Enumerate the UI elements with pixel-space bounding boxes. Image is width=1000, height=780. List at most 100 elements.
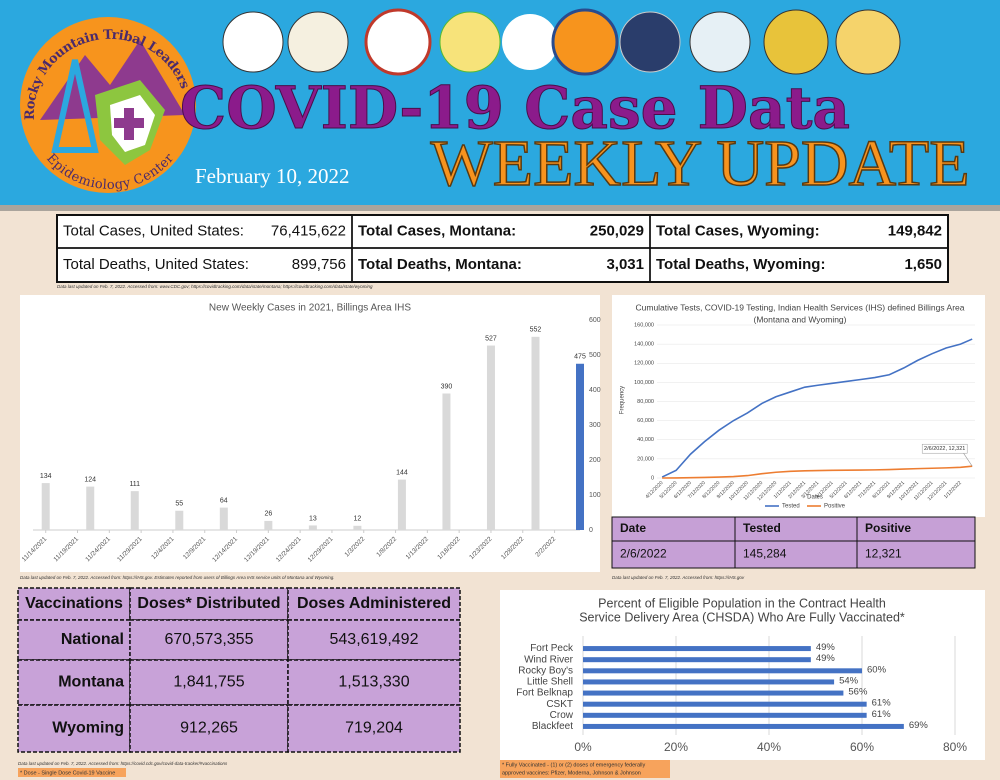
note: Data last updated on Feb. 7, 2022. Acces… xyxy=(18,761,228,766)
annotation-box xyxy=(921,443,968,454)
value-label: 61% xyxy=(872,709,892,720)
x-tick-label: 20% xyxy=(664,740,688,754)
table-cell xyxy=(129,704,289,753)
value-label: 12 xyxy=(353,516,361,523)
y-tick-label: 40,000 xyxy=(637,437,654,443)
table-cell xyxy=(649,247,949,283)
table-header: Positive xyxy=(865,521,911,535)
bar xyxy=(583,723,904,729)
footnote-highlight xyxy=(18,768,126,777)
title: COVID-19 Case Data xyxy=(180,74,850,142)
chart-title: Percent of Eligible Population in the Co… xyxy=(598,596,886,610)
seal xyxy=(364,8,432,76)
bar xyxy=(175,510,184,530)
bar xyxy=(41,483,50,530)
table-text: 670,573,355 xyxy=(165,631,254,648)
table-label: Total Cases, United States: xyxy=(63,222,244,239)
category-label: Rocky Boy's xyxy=(518,665,573,676)
value-label: 124 xyxy=(84,476,96,483)
table-header: Tested xyxy=(743,521,781,535)
note: Data last updated on Feb. 7, 2022. Acces… xyxy=(612,575,745,580)
table-text: 1,513,330 xyxy=(338,674,409,691)
value-label: 13 xyxy=(309,515,317,522)
category-label: CSKT xyxy=(546,699,573,710)
value-label: 144 xyxy=(396,469,408,476)
category-label: Little Shell xyxy=(527,677,573,688)
note: approved vaccines: Pfizer, Moderna, John… xyxy=(502,770,641,776)
table-text: 719,204 xyxy=(345,720,403,737)
y-tick-label: 100,000 xyxy=(634,380,654,386)
table-text: Montana xyxy=(58,674,124,691)
table-cell xyxy=(287,619,461,661)
y-tick-label: 100 xyxy=(589,492,601,499)
y-tick-label: 60,000 xyxy=(637,418,654,424)
value-label: 552 xyxy=(530,327,542,334)
date: February 10, 2022 xyxy=(195,164,350,188)
x-tick-label: 40% xyxy=(757,740,781,754)
y-tick-label: 0 xyxy=(651,475,654,481)
bar xyxy=(531,336,540,530)
annotation-leader xyxy=(961,451,973,467)
value-label: 390 xyxy=(441,383,453,390)
bar xyxy=(353,525,362,530)
bar xyxy=(583,657,811,663)
value-label: 49% xyxy=(816,653,836,664)
bar xyxy=(576,363,584,530)
chart-title: Service Delivery Area (CHSDA) Who Are Fu… xyxy=(579,610,905,624)
legend-label: Positive xyxy=(824,504,846,510)
seal xyxy=(287,11,349,73)
table-cell xyxy=(129,587,289,621)
chart-title: New Weekly Cases in 2021, Billings Area … xyxy=(209,303,411,314)
y-tick-label: 80,000 xyxy=(637,399,654,405)
x-tick-label: 60% xyxy=(850,740,874,754)
value-label: 26 xyxy=(264,511,272,518)
table-cell xyxy=(129,619,289,661)
bar xyxy=(308,525,317,530)
seal xyxy=(763,9,829,75)
category-label: Fort Peck xyxy=(530,643,574,654)
seal xyxy=(835,9,901,75)
table-cell xyxy=(611,540,736,569)
table-label: Total Cases, Wyoming: xyxy=(656,222,820,239)
y-tick-label: 400 xyxy=(589,387,601,394)
y-tick-label: 0 xyxy=(589,527,593,534)
y-tick-label: 20,000 xyxy=(637,456,654,462)
table-cell xyxy=(17,704,131,753)
logo-cross xyxy=(114,108,144,140)
y-tick-label: 200 xyxy=(589,457,601,464)
table-cell xyxy=(734,540,858,569)
value-label: 475 xyxy=(574,354,586,361)
table-cell xyxy=(287,587,461,621)
table-cell xyxy=(287,704,461,753)
table-value: 250,029 xyxy=(590,222,644,239)
table-label: Total Cases, Montana: xyxy=(358,222,516,239)
seal xyxy=(619,11,681,73)
bar xyxy=(442,393,451,530)
note: Data last updated on Feb. 7, 2022. Acces… xyxy=(20,575,334,580)
table-header: Vaccinations xyxy=(25,595,123,612)
bar xyxy=(397,479,406,530)
table-header: Date xyxy=(620,521,646,535)
bar xyxy=(86,486,95,530)
bar xyxy=(264,520,273,530)
note: * Dose - Single Dose Covid-19 Vaccine xyxy=(20,770,115,776)
subtitle: WEEKLY UPDATE xyxy=(430,127,969,200)
value-label: 54% xyxy=(839,675,859,686)
bar xyxy=(583,712,867,718)
seal xyxy=(222,11,284,73)
table-cell xyxy=(287,659,461,706)
x-tick-label: 80% xyxy=(943,740,967,754)
annotation: 2/6/2022, 12,321 xyxy=(924,446,965,452)
value-label: 55 xyxy=(175,501,183,508)
bar xyxy=(583,690,844,696)
table-value: 76,415,622 xyxy=(271,222,346,239)
value-label: 69% xyxy=(909,720,929,731)
bar xyxy=(583,701,867,707)
chart-title: (Montana and Wyoming) xyxy=(754,314,847,324)
table-text: National xyxy=(61,631,124,648)
line-series xyxy=(661,338,973,478)
seal xyxy=(689,11,751,73)
table-text: 543,619,492 xyxy=(330,631,419,648)
x-tick-label: 0% xyxy=(574,740,592,754)
table-value: 149,842 xyxy=(888,222,942,239)
